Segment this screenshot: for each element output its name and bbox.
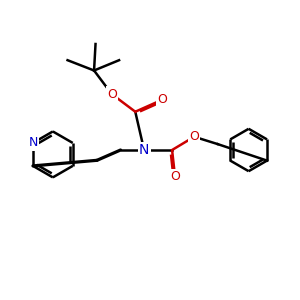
- Text: O: O: [157, 93, 167, 106]
- Text: O: O: [170, 170, 180, 183]
- Text: O: O: [107, 88, 117, 100]
- Text: O: O: [189, 130, 199, 143]
- Text: N: N: [28, 136, 38, 149]
- Text: N: N: [139, 143, 149, 157]
